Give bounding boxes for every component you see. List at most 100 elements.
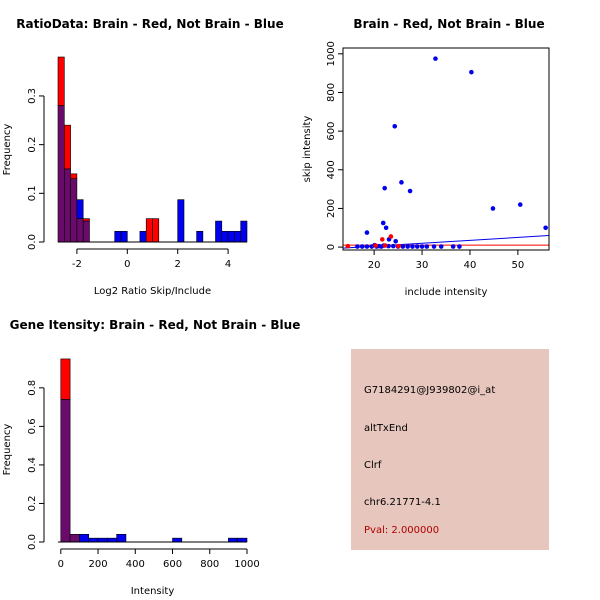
point-not-brain bbox=[383, 225, 389, 231]
point-not-brain bbox=[410, 244, 415, 249]
gene-name: Clrf bbox=[364, 460, 382, 471]
y-tick-label: 400 bbox=[326, 160, 337, 179]
bar-not-brain bbox=[196, 230, 204, 243]
point-brain bbox=[345, 243, 351, 249]
bar-not-brain bbox=[79, 533, 90, 543]
chart-2: Brain - Red, Not Brain - Blue 20 30 40 50 inc… bbox=[302, 17, 550, 298]
y-axis: 0.0 0.2 0.4 0.6 0.8 Frequency bbox=[2, 380, 45, 550]
bar-brain bbox=[57, 56, 65, 106]
x-tick-label: 200 bbox=[88, 559, 107, 570]
y-axis: 0.0 0.1 0.2 0.3 Frequency bbox=[2, 88, 45, 250]
plot-box bbox=[342, 47, 550, 251]
y-tick-label: 800 bbox=[326, 83, 337, 102]
genomic-location: chr6.21771-4.1 bbox=[364, 497, 441, 508]
bar-overlap bbox=[64, 168, 71, 243]
info-panel: G7184291@J939802@i_at altTxEnd Clrf chr6… bbox=[351, 349, 549, 550]
point-brain bbox=[373, 243, 378, 248]
bar-not-brain bbox=[114, 230, 122, 243]
bar-not-brain bbox=[172, 537, 183, 543]
y-axis-label: Frequency bbox=[2, 424, 13, 476]
event-type: altTxEnd bbox=[364, 423, 408, 434]
y-tick-label: 0.8 bbox=[27, 380, 38, 396]
point-not-brain bbox=[419, 244, 425, 249]
point-not-brain bbox=[457, 244, 462, 249]
bar-overlap bbox=[60, 399, 71, 543]
bar-overlap bbox=[57, 105, 65, 243]
chart-3: Gene Itensity: Brain - Red, Not Brain - … bbox=[2, 318, 300, 597]
p-value: Pval: 2.000000 bbox=[364, 525, 440, 536]
point-not-brain bbox=[380, 220, 386, 226]
y-axis: 0 200 400 600 800 1000 skip intensity bbox=[302, 41, 343, 250]
x-tick-label: 600 bbox=[163, 559, 182, 570]
bar-not-brain bbox=[88, 537, 99, 543]
y-axis-label: Frequency bbox=[2, 124, 13, 176]
x-tick-label: 20 bbox=[368, 260, 381, 271]
bar-not-brain bbox=[234, 230, 241, 243]
y-tick-label: 200 bbox=[326, 199, 337, 218]
point-not-brain bbox=[450, 244, 456, 249]
x-tick-label: 2 bbox=[175, 259, 181, 270]
x-axis: 20 30 40 50 include intensity bbox=[368, 250, 524, 298]
bar-not-brain bbox=[76, 199, 84, 219]
chart-title: Brain - Red, Not Brain - Blue bbox=[353, 17, 544, 31]
bar-not-brain bbox=[237, 537, 248, 543]
point-not-brain bbox=[469, 69, 474, 75]
x-axis-label: Intensity bbox=[131, 586, 175, 597]
x-tick-label: 40 bbox=[464, 260, 477, 271]
chart-1: RatioData: Brain - Red, Not Brain - Blue… bbox=[2, 17, 284, 297]
y-tick-label: 0.2 bbox=[27, 137, 38, 153]
bar-not-brain bbox=[228, 537, 238, 543]
y-tick-label: 0.6 bbox=[27, 418, 38, 434]
x-tick-label: 400 bbox=[126, 559, 145, 570]
point-brain bbox=[396, 243, 401, 249]
bar-not-brain bbox=[107, 537, 117, 543]
y-tick-label: 0.3 bbox=[27, 88, 38, 104]
y-tick-label: 0.0 bbox=[27, 534, 38, 550]
x-tick-label: -2 bbox=[72, 259, 82, 270]
bar-brain bbox=[152, 218, 160, 243]
point-not-brain bbox=[433, 56, 438, 61]
point-not-brain bbox=[379, 244, 384, 249]
bar-brain bbox=[60, 358, 71, 400]
y-tick-label: 0.4 bbox=[27, 457, 38, 473]
point-not-brain bbox=[355, 244, 360, 249]
y-axis-label: skip intensity bbox=[302, 116, 313, 183]
point-not-brain bbox=[405, 244, 410, 249]
bar-not-brain bbox=[240, 220, 248, 243]
bar-overlap bbox=[82, 220, 90, 243]
bar-brain bbox=[82, 218, 90, 222]
point-not-brain bbox=[400, 244, 406, 249]
y-tick-label: 0.0 bbox=[27, 234, 38, 250]
point-not-brain bbox=[543, 225, 548, 231]
point-brain bbox=[382, 243, 388, 248]
bar-brain bbox=[70, 173, 78, 180]
bar-not-brain bbox=[177, 199, 185, 243]
chart-title: Gene Itensity: Brain - Red, Not Brain - … bbox=[10, 318, 301, 332]
point-not-brain bbox=[359, 244, 365, 249]
x-axis: 0 200 400 600 800 1000 Intensity bbox=[58, 548, 260, 597]
point-not-brain bbox=[382, 185, 387, 191]
bar-not-brain bbox=[97, 537, 108, 543]
bar-overlap bbox=[70, 178, 78, 243]
x-tick-label: 4 bbox=[225, 259, 231, 270]
point-not-brain bbox=[424, 244, 430, 249]
point-not-brain bbox=[392, 123, 398, 129]
point-not-brain bbox=[438, 244, 444, 249]
point-not-brain bbox=[399, 180, 404, 185]
y-tick-label: 600 bbox=[326, 122, 337, 141]
bar-not-brain bbox=[116, 533, 127, 543]
bar-brain bbox=[64, 124, 71, 170]
bar-not-brain bbox=[215, 220, 223, 243]
y-tick-label: 0.1 bbox=[27, 185, 38, 201]
bar-overlap bbox=[69, 533, 80, 543]
x-tick-label: 800 bbox=[200, 559, 219, 570]
bar-not-brain bbox=[227, 230, 235, 243]
point-not-brain bbox=[364, 244, 370, 249]
x-tick-label: 1000 bbox=[234, 559, 259, 570]
x-tick-label: 0 bbox=[58, 559, 64, 570]
chart-title: RatioData: Brain - Red, Not Brain - Blue bbox=[16, 17, 283, 31]
point-not-brain bbox=[490, 206, 496, 211]
y-tick-label: 0.2 bbox=[27, 496, 38, 512]
y-tick-label: 1000 bbox=[326, 41, 337, 66]
x-axis-label: Log2 Ratio Skip/Include bbox=[94, 286, 211, 297]
